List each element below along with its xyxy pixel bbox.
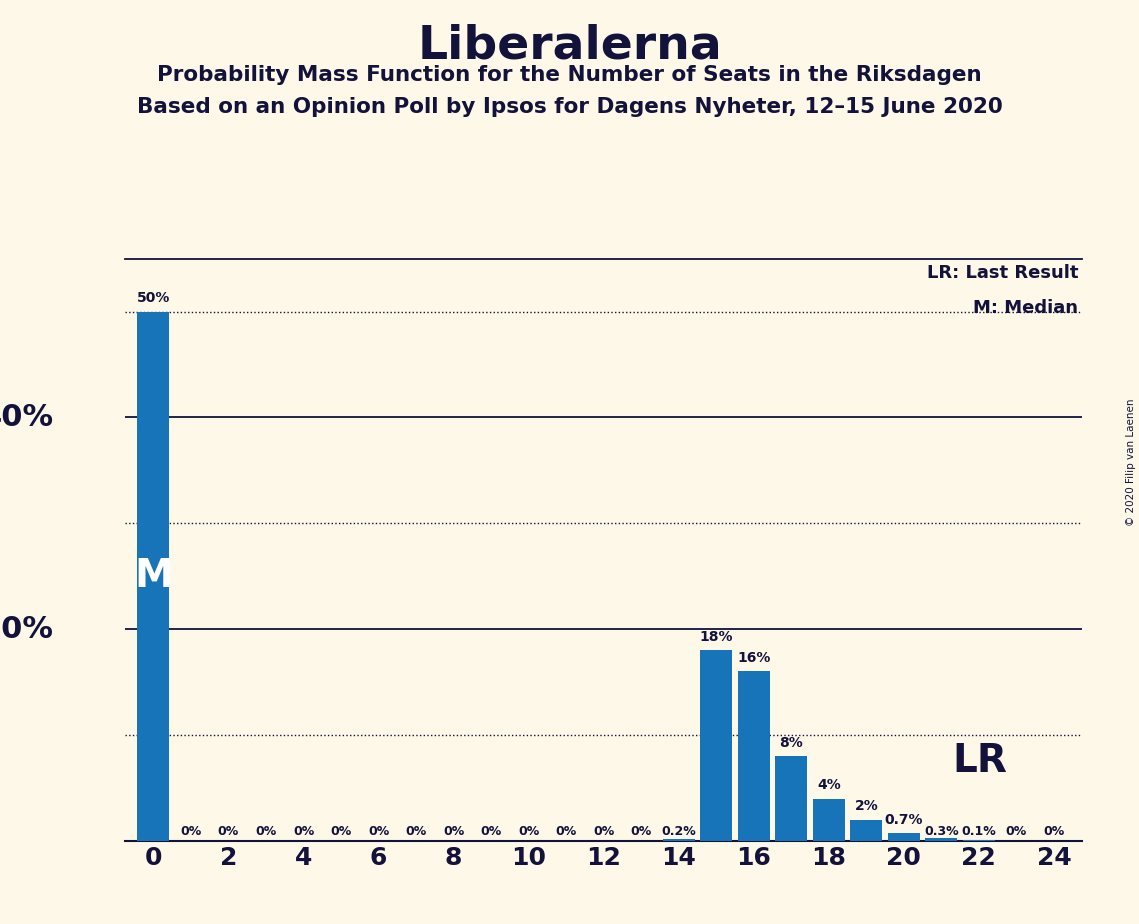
Bar [925,838,957,841]
Text: 0.7%: 0.7% [885,813,923,827]
Text: 0%: 0% [481,825,502,838]
Bar [888,833,920,841]
Text: 0%: 0% [330,825,352,838]
Text: 0%: 0% [1006,825,1027,838]
Text: 0.2%: 0.2% [662,825,696,838]
Text: 4%: 4% [817,778,841,792]
Text: 2%: 2% [854,799,878,813]
Text: LR: Last Result: LR: Last Result [927,264,1079,282]
Text: 0%: 0% [218,825,239,838]
Text: 0%: 0% [255,825,277,838]
Text: 20%: 20% [0,614,54,644]
Text: Liberalerna: Liberalerna [417,23,722,68]
Bar [663,839,695,841]
Text: Probability Mass Function for the Number of Seats in the Riksdagen: Probability Mass Function for the Number… [157,65,982,85]
Text: M: M [134,557,173,595]
Bar [700,650,732,841]
Bar [851,820,883,841]
Text: 0%: 0% [556,825,576,838]
Text: 18%: 18% [699,630,734,644]
Text: © 2020 Filip van Laenen: © 2020 Filip van Laenen [1126,398,1136,526]
Text: 0%: 0% [180,825,202,838]
Text: 0%: 0% [405,825,427,838]
Bar [776,756,808,841]
Text: 0%: 0% [518,825,539,838]
Text: 40%: 40% [0,403,54,432]
Bar [962,840,994,841]
Text: 0.1%: 0.1% [961,825,997,838]
Text: 0%: 0% [631,825,652,838]
Bar [738,672,770,841]
Text: 0%: 0% [1043,825,1065,838]
Text: 8%: 8% [779,736,803,749]
Text: 0%: 0% [593,825,614,838]
Text: 0%: 0% [368,825,390,838]
Text: 50%: 50% [137,291,170,305]
Text: Based on an Opinion Poll by Ipsos for Dagens Nyheter, 12–15 June 2020: Based on an Opinion Poll by Ipsos for Da… [137,97,1002,117]
Text: 0%: 0% [443,825,465,838]
Bar [138,311,170,841]
Text: 0%: 0% [293,825,314,838]
Bar [813,798,845,841]
Text: 0.3%: 0.3% [924,825,959,838]
Text: 16%: 16% [737,651,770,665]
Text: LR: LR [952,743,1008,781]
Text: M: Median: M: Median [974,299,1079,317]
